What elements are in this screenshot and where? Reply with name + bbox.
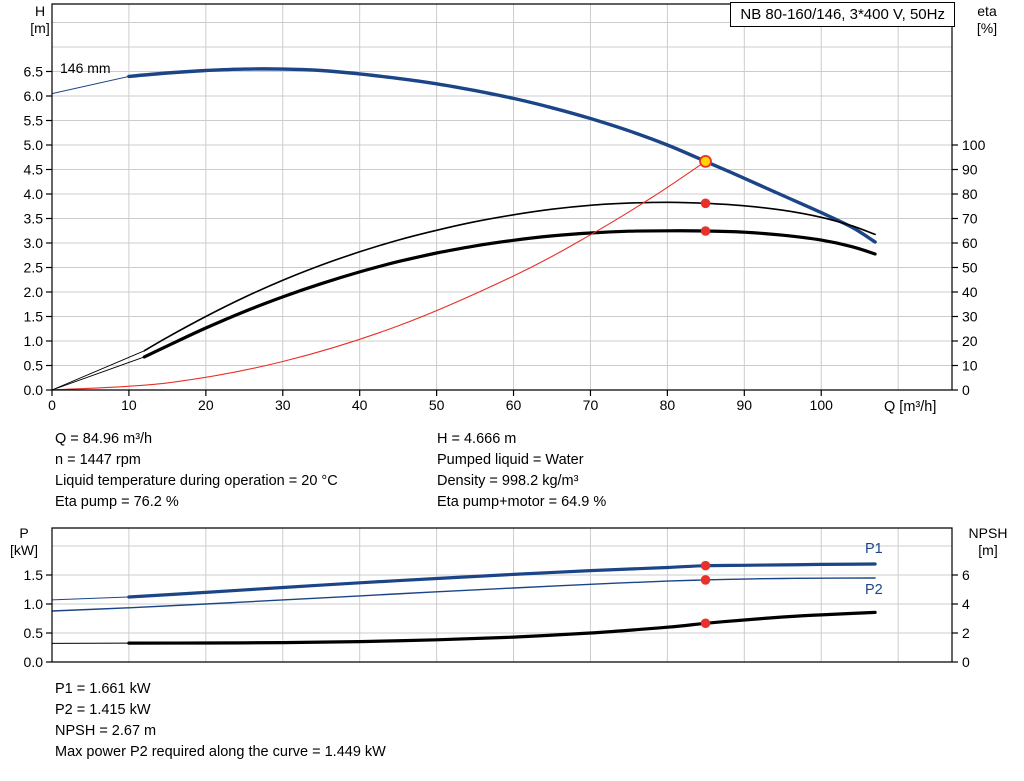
npsh-tick-label: 4 — [962, 596, 970, 612]
operating-data-left: Q = 84.96 m³/h n = 1447 rpm Liquid tempe… — [55, 429, 338, 513]
h-axis-symbol: H — [34, 3, 46, 19]
q-tick-label: 20 — [198, 397, 214, 413]
info-npsh: NPSH = 2.67 m — [55, 723, 157, 739]
p1-curve-lead — [51, 596, 130, 601]
q-tick-label: 50 — [429, 397, 445, 413]
p2-curve — [51, 577, 876, 612]
h-curve-lead — [51, 75, 130, 95]
eta-tick-label: 90 — [962, 162, 978, 178]
info-eta-pump-motor: Eta pump+motor = 64.9 % — [437, 494, 607, 510]
p2-curve-label: P2 — [865, 582, 883, 598]
h-axis-unit: [m] — [30, 20, 50, 36]
eta-tick-label: 100 — [962, 137, 986, 153]
h-tick-label: 1.5 — [24, 309, 44, 325]
power-npsh-data: P1 = 1.661 kW P2 = 1.415 kW NPSH = 2.67 … — [55, 679, 386, 763]
eta-pump-motor-point — [700, 226, 711, 236]
h-tick-label: 1.0 — [24, 333, 44, 349]
pump-title-box: NB 80-160/146, 3*400 V, 50Hz — [730, 2, 955, 27]
chart-frame — [51, 3, 953, 391]
h-tick-label: 3.5 — [24, 211, 44, 227]
h-axis-label: H [m] — [20, 3, 60, 37]
npsh-curve — [127, 610, 877, 645]
eta-tick-label: 30 — [962, 309, 978, 325]
npsh-axis-label: NPSH [m] — [960, 525, 1016, 559]
eta-tick-label: 40 — [962, 284, 978, 300]
p-tick-label: 1.0 — [24, 596, 44, 612]
h-tick-label: 2.5 — [24, 260, 44, 276]
q-tick-label: 70 — [583, 397, 599, 413]
q-tick-label: 90 — [737, 397, 753, 413]
q-tick-label: 0 — [48, 397, 56, 413]
npsh-axis-unit: [m] — [978, 542, 998, 558]
eta-pump-motor-curve — [142, 229, 877, 359]
info-head: H = 4.666 m — [437, 431, 517, 447]
p-tick-label: 0.0 — [24, 654, 44, 670]
eta-axis-label: eta [%] — [964, 3, 1010, 37]
operating-data-right: H = 4.666 m Pumped liquid = Water Densit… — [437, 429, 606, 513]
q-tick-label: 10 — [121, 397, 137, 413]
h-tick-label: 5.0 — [24, 137, 44, 153]
npsh-axis-symbol: NPSH — [968, 525, 1008, 541]
info-liquid-temperature: Liquid temperature during operation = 20… — [55, 473, 338, 489]
h-tick-label: 4.5 — [24, 162, 44, 178]
info-p2: P2 = 1.415 kW — [55, 702, 151, 718]
h-tick-label: 4.0 — [24, 186, 44, 202]
p-tick-label: 1.5 — [24, 567, 44, 583]
eta-tick-label: 0 — [962, 382, 970, 398]
eta-pump-point — [700, 198, 711, 209]
eta-tick-label: 80 — [962, 186, 978, 202]
q-tick-label: 80 — [660, 397, 676, 413]
p1-curve — [127, 562, 877, 599]
eta-axis-unit: [%] — [976, 20, 998, 36]
h-tick-label: 0.5 — [24, 358, 44, 374]
npsh-tick-label: 0 — [962, 654, 970, 670]
p-axis-symbol: P — [19, 525, 29, 541]
h-tick-label: 5.5 — [24, 113, 44, 129]
duty-point-marker — [699, 154, 712, 168]
info-max-power: Max power P2 required along the curve = … — [55, 744, 386, 760]
duty-parabola — [51, 160, 707, 391]
q-axis-label: Q [m³/h] — [884, 399, 937, 415]
h-tick-label: 6.0 — [24, 88, 44, 104]
npsh-tick-label: 6 — [962, 567, 970, 583]
eta-pump-motor-lead — [51, 356, 145, 391]
eta-tick-label: 20 — [962, 333, 978, 349]
npsh-point — [700, 618, 711, 629]
eta-pump-curve — [143, 201, 876, 352]
eta-pump-lead — [51, 350, 145, 391]
eta-tick-label: 10 — [962, 358, 978, 374]
impeller-diameter-label: 146 mm — [60, 60, 111, 76]
q-tick-label: 30 — [275, 397, 291, 413]
p1-point — [700, 560, 711, 571]
q-tick-label: 60 — [506, 397, 522, 413]
eta-tick-label: 60 — [962, 235, 978, 251]
h-tick-label: 0.0 — [24, 382, 44, 398]
info-eta-pump: Eta pump = 76.2 % — [55, 494, 179, 510]
eta-tick-label: 50 — [962, 260, 978, 276]
info-flow: Q = 84.96 m³/h — [55, 431, 153, 447]
p-tick-label: 0.5 — [24, 625, 44, 641]
h-tick-label: 6.5 — [24, 64, 44, 80]
info-density: Density = 998.2 kg/m³ — [437, 473, 579, 489]
h-tick-label: 3.0 — [24, 235, 44, 251]
q-tick-label: 40 — [352, 397, 368, 413]
eta-axis-symbol: eta — [977, 3, 997, 19]
p-axis-label: P [kW] — [2, 525, 46, 559]
q-tick-label: 100 — [810, 397, 834, 413]
info-pumped-liquid: Pumped liquid = Water — [437, 452, 584, 468]
npsh-tick-label: 2 — [962, 625, 970, 641]
h-curve-146mm — [127, 67, 877, 244]
h-tick-label: 2.0 — [24, 284, 44, 300]
p2-point — [700, 575, 711, 585]
eta-tick-label: 70 — [962, 211, 978, 227]
info-speed: n = 1447 rpm — [55, 452, 141, 468]
p1-curve-label: P1 — [865, 541, 883, 557]
p-axis-unit: [kW] — [10, 542, 38, 558]
info-p1: P1 = 1.661 kW — [55, 681, 151, 697]
